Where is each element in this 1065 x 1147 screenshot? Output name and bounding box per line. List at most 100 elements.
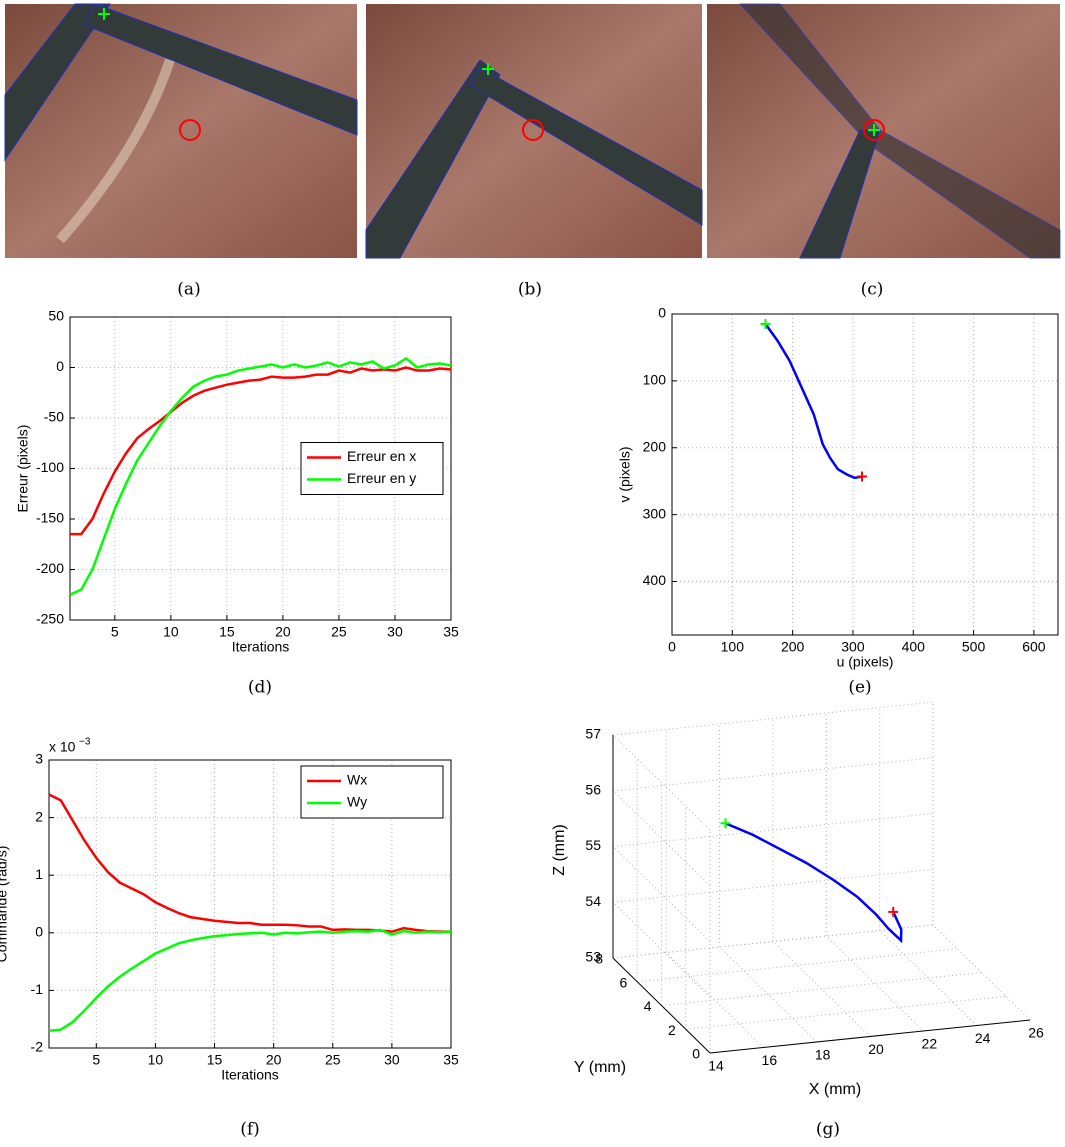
axis-line [612,957,711,1054]
legend [300,442,444,495]
z-tick-label: 55 [585,837,601,853]
grid-line [612,924,934,959]
y-tick-label: 3 [35,751,43,767]
y-axis-label: v (pixels) [617,446,633,502]
grid-line [612,813,934,847]
caption: (b) [518,280,542,300]
y-axis-label: Commande (rad/s) [0,846,10,963]
marker [888,906,899,917]
y-tick-label: 0 [692,1046,700,1062]
y-tick-label: -250 [36,611,64,627]
y-tick-label: -200 [36,560,64,576]
x-tick-label: 500 [962,639,986,655]
line [725,822,903,944]
caption: (e) [848,678,871,698]
x-tick-label: 100 [721,639,745,655]
y-tick-label: 0 [35,924,43,940]
x-tick-label: 300 [841,639,865,655]
caption: (f) [240,1120,260,1140]
x-tick-label: 10 [148,1052,164,1068]
scale-label: x 10 [49,739,76,755]
y-tick-label: -100 [36,459,64,475]
x-tick-label: 200 [781,639,805,655]
y-tick-label: 6 [619,974,627,990]
grid-line [637,948,958,983]
x-tick-label: 35 [443,1052,459,1068]
z-tick-label: 57 [585,726,601,742]
y-tick-label: 100 [643,372,667,388]
y-tick-label: 1 [35,866,43,882]
z-tick-label: 56 [585,781,601,797]
photo-a [4,3,358,258]
grid-line [612,757,934,792]
x-tick-label: 16 [762,1052,778,1068]
x-tick-label: 10 [163,624,179,640]
x-tick-label: 24 [975,1030,991,1046]
x-tick-label: 30 [384,1052,400,1068]
x-tick-label: 5 [92,1052,100,1068]
y-tick-label: -150 [36,510,64,526]
x-tick-label: 15 [219,624,235,640]
x-tick-label: 14 [708,1058,724,1074]
grid-line [719,946,818,1043]
y-axis-label: Y (mm) [574,1059,626,1076]
axis-line [709,1019,1031,1054]
legend-label: Wx [347,772,367,788]
y-tick-label: 400 [643,572,667,588]
photo-b [365,4,703,259]
legend-label: Erreur en y [347,470,416,486]
grid-line [612,868,934,903]
y-tick-label: 2 [35,808,43,824]
grid-line [612,701,934,736]
grid-line [685,995,1006,1030]
axes-box [48,759,452,1049]
axes-box [69,316,452,621]
y-tick-label: 200 [643,438,667,454]
y-tick-label: 2 [668,1022,676,1038]
x-tick-label: 22 [922,1036,938,1052]
y-tick-label: 8 [595,951,603,967]
x-tick-label: 5 [111,624,119,640]
caption: (a) [177,280,200,300]
z-tick-label: 54 [585,893,601,909]
caption: (c) [861,280,884,300]
grid-line [665,952,764,1048]
y-tick-label: 0 [658,305,666,321]
z-tick-label: 53 [585,949,601,965]
y-tick-label: 4 [644,998,652,1014]
y-tick-label: 0 [56,358,64,374]
line [764,323,863,480]
x-tick-label: 15 [207,1052,223,1068]
x-tick-label: 20 [868,1041,884,1057]
x-axis-label: u (pixels) [837,654,894,670]
grid-line [825,935,924,1032]
x-tick-label: 20 [266,1052,282,1068]
y-tick-label: -2 [31,1039,44,1055]
caption: (g) [816,1120,840,1140]
x-tick-label: 0 [668,639,676,655]
x-axis-label: Iterations [232,639,290,655]
x-tick-label: 400 [902,639,926,655]
axes-box [671,313,1059,636]
marker [856,471,867,482]
z-axis-label: Z (mm) [551,824,568,876]
caption: (d) [248,678,272,698]
legend-label: Erreur en x [347,448,416,464]
x-tick-label: 25 [331,624,347,640]
x-tick-label: 600 [1022,639,1046,655]
x-axis-label: X (mm) [809,1081,861,1098]
x-tick-label: 30 [387,624,403,640]
x-tick-label: 20 [275,624,291,640]
x-axis-label: Iterations [221,1067,279,1083]
y-tick-label: -50 [44,409,64,425]
x-tick-label: 35 [443,624,459,640]
scale-exponent: −3 [79,737,91,748]
line [70,366,452,536]
y-axis-label: Erreur (pixels) [15,425,31,513]
legend [300,765,444,819]
y-tick-label: 300 [643,505,667,521]
legend-label: Wy [347,794,367,810]
photo-c [707,3,1061,259]
x-tick-label: 26 [1028,1025,1044,1041]
